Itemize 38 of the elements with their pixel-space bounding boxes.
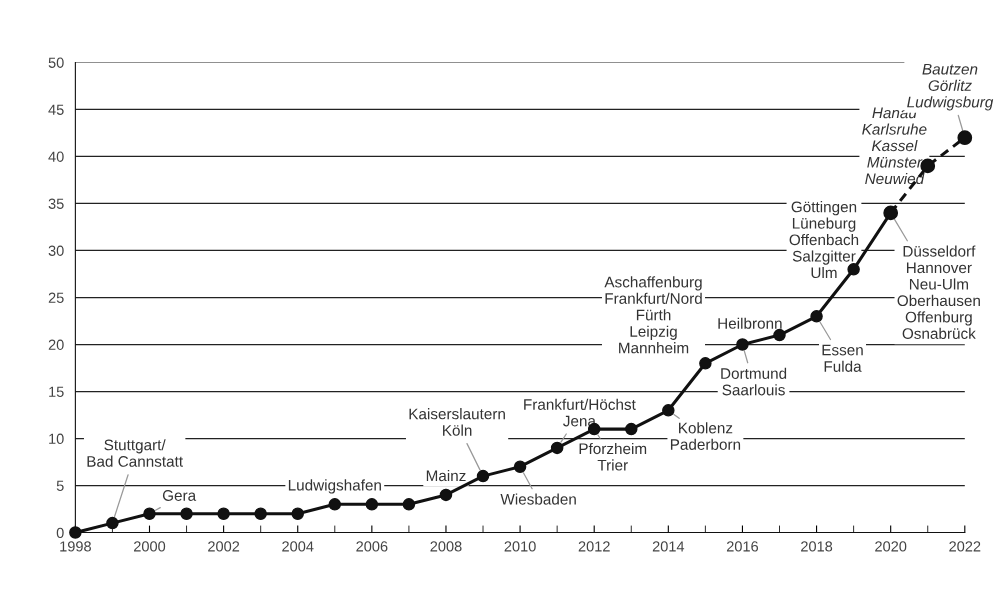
annotation: Düsseldorf Hannover Neu-Ulm Oberhausen Offenburg Osnabrück <box>897 245 980 339</box>
annotation: Ludwigshafen <box>288 479 381 494</box>
annotation: Koblenz Paderborn <box>670 422 741 450</box>
y-tick-label: 15 <box>49 386 64 397</box>
y-tick-label: 20 <box>48 339 64 350</box>
x-tick-label: 2018 <box>801 541 833 552</box>
annotation: Göttingen Lüneburg Offenbach Salzgitter Ulm <box>789 201 859 279</box>
y-tick-label: 40 <box>48 151 64 162</box>
annotation: Aschaffenburg Frankfurt/Nord Fürth Leipzig Mannheim <box>604 276 702 354</box>
y-tick-label: 25 <box>48 292 64 303</box>
x-tick-label: 2014 <box>652 541 685 552</box>
x-tick-label: 2022 <box>949 541 981 552</box>
x-tick-label: 2016 <box>726 541 759 552</box>
annotation: Pforzheim Trier <box>579 442 647 471</box>
x-tick-label: 2020 <box>875 541 907 552</box>
annotation: Wiesbaden <box>500 493 576 505</box>
x-tick-label: 2004 <box>282 541 314 552</box>
annotation: Essen Fulda <box>822 344 863 372</box>
x-tick-label: 2008 <box>430 541 462 552</box>
y-tick-label: 30 <box>48 245 64 256</box>
x-tick-label: 2002 <box>208 541 240 552</box>
y-tick-label: 10 <box>49 433 64 444</box>
x-tick-label: 1998 <box>60 541 91 552</box>
annotation: Mainz <box>426 469 466 482</box>
y-tick-label: 45 <box>48 104 64 115</box>
annotation: Dortmund Saarlouis <box>721 367 787 396</box>
annotation: Kaiserslautern Köln <box>409 408 505 436</box>
y-tick-label: 50 <box>48 57 64 68</box>
x-tick-label: 2012 <box>578 541 610 552</box>
annotation: Stuttgart/ Bad Cannstatt <box>87 439 183 467</box>
y-tick-label: 5 <box>56 480 64 491</box>
annotation: Gera <box>162 490 197 501</box>
x-tick-label: 2000 <box>134 541 166 552</box>
annotation: Heilbronn <box>718 317 782 329</box>
x-tick-label: 2006 <box>356 541 388 552</box>
y-tick-label: 35 <box>48 198 64 209</box>
y-tick-label: 0 <box>56 527 64 538</box>
x-tick-label: 2010 <box>504 541 536 552</box>
